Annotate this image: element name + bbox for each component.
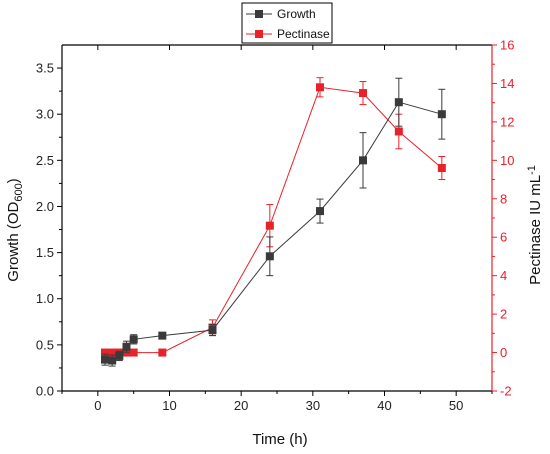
pectinase-series-line [105, 86, 443, 354]
legend-growth-marker [255, 10, 263, 18]
y-right-tick-label: 2 [500, 307, 507, 322]
y-left-label-suffix: ) [5, 178, 22, 183]
x-tick-label: 0 [94, 398, 101, 413]
legend: Growth Pectinase [241, 2, 333, 44]
y-right-label-sup: -1 [526, 165, 538, 175]
growth-data-point [115, 351, 124, 360]
growth-data-point [316, 207, 324, 216]
growth-data-point [265, 252, 274, 261]
y-right-tick-label: 6 [500, 230, 507, 245]
x-tick-label: 20 [234, 398, 248, 413]
growth-data-point [158, 331, 167, 340]
pectinase-data-point [437, 164, 446, 173]
growth-series-line [104, 101, 442, 362]
x-tick-label: 50 [449, 398, 463, 413]
x-tick-label: 30 [306, 398, 320, 413]
pectinase-data-point [158, 348, 167, 357]
growth-data-point [108, 356, 117, 365]
pectinase-data-point [129, 348, 138, 357]
legend-pectinase-marker [255, 30, 263, 38]
x-tick-label: 10 [162, 398, 176, 413]
pectinase-data-point [394, 127, 403, 136]
growth-data-point [129, 335, 138, 344]
y-right-label-base: Pectinase IU mL [527, 175, 544, 285]
y-left-tick-label: 1.5 [36, 245, 54, 260]
y-left-label-sub: 600 [13, 183, 25, 201]
y-left-tick-label: 0.5 [36, 337, 54, 352]
y-right-tick-label: 4 [500, 268, 507, 283]
y-right-tick-label: 10 [500, 153, 514, 168]
legend-pectinase-label: Pectinase [277, 27, 330, 41]
y-left-tick-label: 2.0 [36, 199, 54, 214]
y-left-tick-label: 2.5 [36, 153, 54, 168]
y-right-tick-label: -2 [500, 384, 512, 399]
growth-data-point [208, 326, 217, 335]
y-left-tick-label: 3.0 [36, 107, 54, 122]
pectinase-data-point [359, 89, 367, 98]
x-tick-label: 40 [377, 398, 391, 413]
growth-data-point [359, 156, 367, 165]
y-axis-right-label: Pectinase IU mL-1 [526, 165, 544, 285]
growth-data-point [101, 355, 109, 364]
y-right-tick-label: 0 [500, 345, 507, 360]
y-right-tick-label: 8 [500, 191, 507, 206]
y-left-tick-label: 3.5 [36, 61, 54, 76]
y-left-tick-label: 1.0 [36, 291, 54, 306]
pectinase-data-point [265, 221, 274, 230]
y-right-tick-label: 16 [500, 38, 514, 53]
x-axis-label: Time (h) [252, 431, 307, 448]
pectinase-data-point [101, 348, 109, 357]
y-right-tick-label: 12 [500, 114, 514, 129]
legend-growth-label: Growth [277, 7, 316, 21]
growth-data-point [122, 342, 131, 351]
pectinase-data-point [316, 83, 324, 92]
growth-data-point [437, 110, 446, 119]
y-right-tick-label: 14 [500, 76, 514, 91]
y-left-tick-label: 0.0 [36, 384, 54, 399]
y-left-label-base: Growth (OD [5, 202, 22, 282]
y-axis-left-label: Growth (OD600) [5, 178, 25, 281]
growth-data-point [394, 98, 403, 107]
pectinase-data-point [108, 348, 117, 357]
